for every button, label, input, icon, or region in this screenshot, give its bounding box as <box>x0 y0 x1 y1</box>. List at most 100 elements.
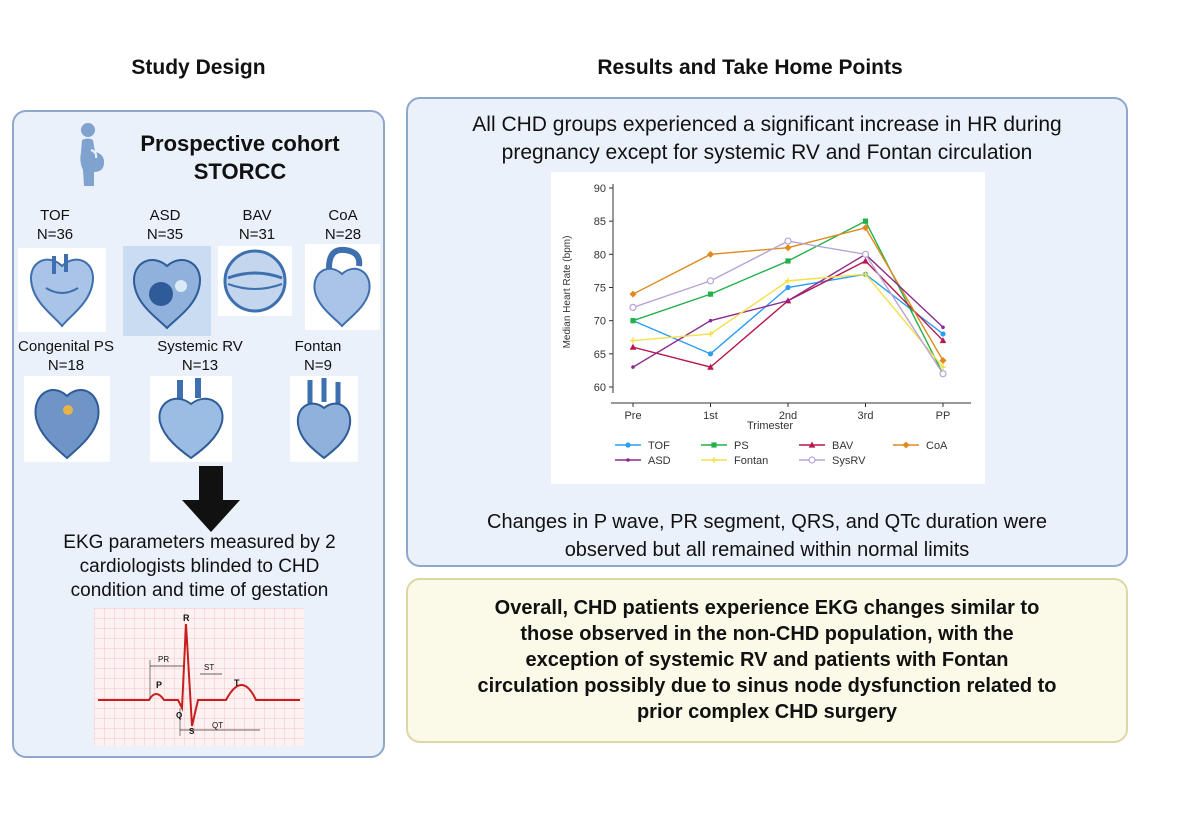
legend-label-asd: ASD <box>648 455 671 467</box>
ekg-label-qt: QT <box>212 721 223 730</box>
group-fontan: Fontan N=9 <box>278 337 358 375</box>
ekg-label-s: S <box>189 727 195 736</box>
legend-marker-tof <box>625 442 631 448</box>
x-tick-label: Pre <box>624 410 641 422</box>
data-point-sysrv <box>861 250 870 258</box>
data-point-asd <box>708 318 713 323</box>
y-tick-label: 80 <box>594 249 606 261</box>
cohort-line-1: Prospective cohort <box>140 131 340 156</box>
series-line-bav <box>632 260 944 368</box>
asd-heart-image <box>123 246 211 336</box>
group-systemic-rv: Systemic RV N=13 <box>150 337 250 375</box>
data-point-coa <box>707 250 714 258</box>
overall-panel <box>406 578 1128 743</box>
congenital-ps-heart-image <box>24 376 110 462</box>
legend-label-coa: CoA <box>926 440 948 452</box>
group-name: Fontan <box>294 338 342 355</box>
hr-finding: All CHD groups experienced a significant… <box>420 111 1114 167</box>
data-point-asd <box>631 365 635 369</box>
group-count: N=18 <box>47 357 85 374</box>
group-name: BAV <box>242 207 272 224</box>
ekg-changes-line-2: observed but all remained within normal … <box>564 539 970 561</box>
data-point-fontan <box>785 277 791 284</box>
hr-finding-line-1: All CHD groups experienced a significant… <box>472 113 1062 136</box>
down-arrow-icon <box>182 466 240 532</box>
group-asd: ASD N=35 <box>130 206 200 244</box>
group-count: N=13 <box>181 357 219 374</box>
data-point-bav <box>707 363 714 370</box>
hr-finding-line-2: pregnancy except for systemic RV and Fon… <box>501 141 1033 164</box>
data-point-bav <box>939 337 947 344</box>
group-count: N=36 <box>36 226 74 243</box>
group-count: N=9 <box>304 357 332 374</box>
data-point-coa <box>629 290 637 298</box>
group-name: CoA <box>328 207 358 224</box>
x-axis-label: Trimester <box>747 420 793 432</box>
data-point-fontan <box>707 330 714 337</box>
ekg-label-q: Q <box>176 711 182 720</box>
data-point-ps <box>862 218 869 224</box>
ekg-label-st: ST <box>204 663 214 672</box>
group-count: N=35 <box>146 226 184 243</box>
y-tick-label: 85 <box>594 216 606 228</box>
data-point-asd <box>941 325 945 330</box>
cohort-title: Prospective cohort STORCC <box>110 130 370 186</box>
legend-marker-asd <box>626 458 630 462</box>
y-axis-label: Median Heart Rate (bpm) <box>562 236 573 349</box>
ekg-label-r: R <box>183 613 190 623</box>
ekg-text-line-3: condition and time of gestation <box>70 580 329 601</box>
legend-marker-bav <box>808 441 816 448</box>
bav-valve-image <box>218 246 292 316</box>
group-count: N=28 <box>324 226 362 243</box>
group-coa: CoA N=28 <box>308 206 378 244</box>
y-tick-label: 75 <box>594 283 606 295</box>
y-tick-label: 70 <box>594 316 606 328</box>
legend-marker-ps <box>711 442 717 448</box>
data-point-tof <box>707 351 714 357</box>
y-tick-label: 90 <box>594 183 606 195</box>
y-tick-label: 65 <box>594 349 606 361</box>
cohort-line-2: STORCC <box>193 159 287 184</box>
data-point-tof <box>785 284 791 291</box>
ekg-text-line-2: cardiologists blinded to CHD <box>79 556 320 577</box>
overall-line-2: those observed in the non-CHD population… <box>520 623 1014 645</box>
x-tick-label: 3rd <box>858 410 874 422</box>
data-point-coa <box>862 224 869 232</box>
legend-marker-coa <box>902 441 910 449</box>
fontan-heart-image <box>290 376 358 462</box>
data-point-ps <box>785 258 791 264</box>
overall-line-5: prior complex CHD surgery <box>636 701 898 723</box>
ekg-changes-line-1: Changes in P wave, PR segment, QRS, and … <box>487 511 1047 533</box>
legend-label-bav: BAV <box>832 440 854 452</box>
data-point-sysrv <box>939 370 947 378</box>
legend-marker-sysrv <box>808 456 816 464</box>
x-tick-label: PP <box>936 410 951 422</box>
results-title: Results and Take Home Points <box>597 56 903 79</box>
study-design-title: Study Design <box>131 56 266 79</box>
tof-heart-image <box>18 248 106 332</box>
data-point-fontan <box>630 337 636 344</box>
group-count: N=31 <box>238 226 276 243</box>
legend-label-sysrv: SysRV <box>832 455 866 467</box>
group-bav: BAV N=31 <box>222 206 292 244</box>
legend-label-ps: PS <box>734 440 749 452</box>
heart-rate-line-chart: 60 65 70 75 80 85 90 Pre 1st 2nd 3rd PP TOF PS BAV CoA A… <box>551 172 985 484</box>
data-point-sysrv <box>784 237 792 245</box>
ekg-changes-finding: Changes in P wave, PR segment, QRS, and … <box>420 508 1114 564</box>
data-point-coa <box>939 356 947 364</box>
y-tick-label: 60 <box>594 382 606 394</box>
data-point-fontan <box>862 271 869 278</box>
ekg-description: EKG parameters measured by 2 cardiologis… <box>22 531 377 603</box>
overall-conclusion: Overall, CHD patients experience EKG cha… <box>420 595 1114 725</box>
group-name: Congenital PS <box>18 338 114 355</box>
overall-line-3: exception of systemic RV and patients wi… <box>525 649 1009 671</box>
overall-line-1: Overall, CHD patients experience EKG cha… <box>494 597 1040 619</box>
pregnant-person-icon <box>80 123 105 186</box>
data-point-sysrv <box>706 277 715 285</box>
data-point-ps <box>630 318 636 324</box>
legend-label-tof: TOF <box>648 440 670 452</box>
data-point-tof <box>940 331 946 337</box>
systemic-rv-heart-image <box>150 376 232 462</box>
group-name: Systemic RV <box>157 338 243 355</box>
ekg-waveform-diagram: R P Q S T PR ST QT <box>94 608 304 746</box>
